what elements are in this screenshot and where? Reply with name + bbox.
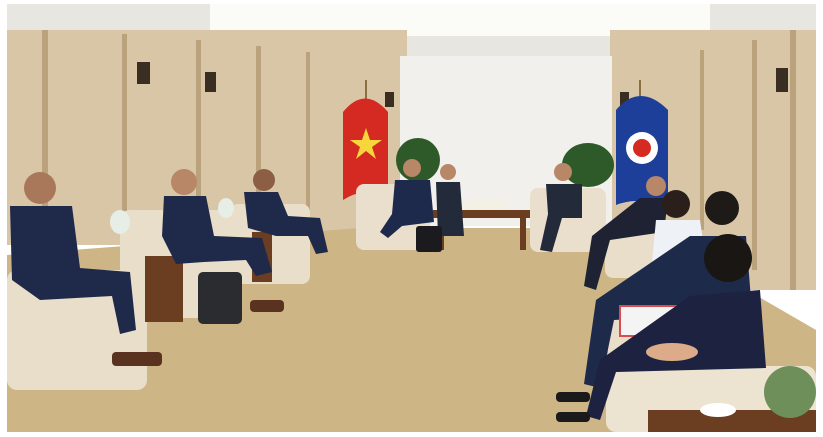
flag-star: [350, 128, 382, 159]
person-head: [554, 163, 572, 181]
handbag: [416, 226, 442, 252]
person-suit: [10, 206, 136, 334]
person-suit: [380, 180, 434, 238]
plant: [764, 366, 816, 418]
wall-panel-seam: [256, 46, 261, 216]
shoes: [250, 300, 284, 312]
wall-lamp: [776, 68, 788, 92]
person-head: [440, 164, 456, 180]
person-arm: [646, 343, 698, 361]
shoes: [556, 392, 590, 402]
person-head: [253, 169, 275, 191]
person-head: [403, 159, 421, 177]
side-table: [145, 256, 183, 322]
person-suit: [584, 198, 668, 290]
person-hair: [704, 234, 752, 282]
flower-vase: [218, 198, 234, 218]
wall-panel-seam: [790, 30, 796, 290]
person-hair: [705, 191, 739, 225]
center-table: [433, 210, 531, 218]
flag-emblem-core: [633, 139, 651, 157]
wall-panel-seam: [752, 40, 757, 270]
person-suit: [436, 182, 464, 236]
plant: [562, 143, 614, 187]
person-suit: [162, 196, 272, 276]
wall-panel-seam: [122, 34, 127, 224]
plant: [396, 138, 440, 182]
wall-panel-seam: [700, 50, 704, 230]
person-head: [646, 176, 666, 196]
person-hair: [662, 190, 690, 218]
shoes: [112, 352, 162, 366]
wall-panel-seam: [42, 30, 48, 230]
person-suit: [244, 192, 328, 254]
person-head: [171, 169, 197, 195]
person-head: [24, 172, 56, 204]
wall-panel-seam: [196, 40, 201, 220]
wall-lamp: [620, 92, 629, 107]
shoes: [556, 412, 590, 422]
side-table: [648, 410, 816, 432]
flower-arrangement: [464, 199, 508, 213]
flower-vase: [110, 210, 130, 234]
teacup: [700, 403, 736, 417]
wall-lamp: [205, 72, 216, 92]
wall-panel-seam: [306, 52, 310, 217]
table-leg: [520, 218, 526, 250]
wall-lamp: [137, 62, 150, 84]
wall-lamp: [385, 92, 394, 107]
bag: [198, 272, 242, 324]
person-suit: [540, 184, 582, 252]
